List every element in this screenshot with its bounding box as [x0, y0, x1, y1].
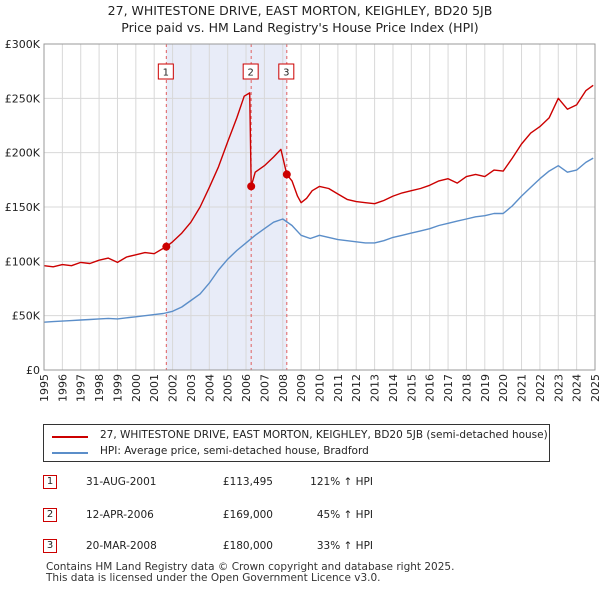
sale-date: 31-AUG-2001 [86, 476, 157, 488]
footer-license: This data is licensed under the Open Gov… [46, 572, 381, 584]
sale-marker-box [242, 63, 259, 80]
sale-point [282, 170, 291, 179]
x-tick-label: 2013 [369, 374, 382, 402]
x-tick-label: 2012 [350, 374, 363, 402]
sale-point [247, 182, 256, 191]
sale-row: 1 31-AUG-2001 £113,495 121% ↑ HPI [43, 475, 550, 493]
x-tick-label: 2023 [552, 374, 565, 402]
sale-hpi-change: 45% ↑ HPI [316, 509, 373, 521]
x-tick-label: 2010 [314, 374, 327, 402]
x-tick-label: 2016 [424, 374, 437, 402]
x-tick-label: 2004 [203, 374, 216, 402]
x-tick-label: 1996 [56, 374, 69, 402]
sale-marker-number: 1 [43, 475, 57, 489]
y-tick-label: £100K [5, 255, 41, 268]
x-tick-label: 2005 [222, 374, 235, 402]
x-tick-label: 2002 [167, 374, 180, 402]
x-tick-label: 1999 [111, 374, 124, 402]
x-tick-label: 2022 [534, 374, 547, 402]
sale-hpi-change: 33% ↑ HPI [316, 540, 373, 552]
sale-hpi-change: 121% ↑ HPI [310, 476, 373, 488]
y-tick-label: £50K [12, 310, 41, 323]
x-tick-label: 2009 [295, 374, 308, 402]
x-tick-label: 2025 [589, 374, 600, 402]
y-tick-label: £250K [5, 92, 41, 105]
sale-price: £180,000 [222, 540, 273, 552]
sale-marker-label: 2 [247, 68, 253, 79]
x-tick-label: 2024 [571, 374, 584, 402]
x-tick-label: 2019 [479, 374, 492, 402]
legend-label-price: 27, WHITESTONE DRIVE, EAST MORTON, KEIGH… [100, 429, 548, 441]
x-tick-label: 1997 [75, 374, 88, 402]
sale-date: 12-APR-2006 [86, 509, 154, 521]
x-tick-label: 2017 [442, 374, 455, 402]
legend-swatch-price [52, 436, 88, 438]
x-tick-label: 2014 [387, 374, 400, 402]
x-tick-label: 2021 [516, 374, 529, 402]
x-tick-label: 2018 [460, 374, 473, 402]
sale-price: £169,000 [222, 509, 273, 521]
chart-title: 27, WHITESTONE DRIVE, EAST MORTON, KEIGH… [107, 3, 493, 18]
x-tick-label: 1998 [93, 374, 106, 402]
x-tick-label: 2008 [277, 374, 290, 402]
price-chart: 1 2 3 £0 £50K £100K £150K £200K £250K £300K 1995 19… [5, 38, 600, 402]
y-tick-label: £150K [5, 201, 41, 214]
sale-marker-number: 3 [43, 539, 57, 553]
sale-marker-label: 3 [283, 68, 289, 79]
sale-price: £113,495 [222, 476, 273, 488]
sale-marker-number: 2 [43, 508, 57, 522]
chart-subtitle: Price paid vs. HM Land Registry's House … [121, 20, 479, 35]
hpi-line [43, 157, 594, 323]
footer-copyright: Contains HM Land Registry data © Crown c… [46, 561, 455, 573]
x-tick-label: 2003 [185, 374, 198, 402]
y-tick-label: £300K [5, 38, 41, 51]
sale-marker-box [278, 63, 295, 80]
x-tick-label: 2007 [258, 374, 271, 402]
legend-label-hpi: HPI: Average price, semi-detached house,… [100, 445, 369, 457]
plot-frame [43, 43, 596, 371]
x-tick-label: 2015 [405, 374, 418, 402]
sale-date: 20-MAR-2008 [86, 540, 157, 552]
sale-marker-box [157, 63, 174, 80]
x-tick-label: 2011 [332, 374, 345, 402]
x-tick-label: 2000 [130, 374, 143, 402]
sale-row: 2 12-APR-2006 £169,000 45% ↑ HPI [43, 508, 550, 526]
x-tick-label: 1995 [38, 374, 51, 402]
sale-marker-label: 1 [163, 68, 169, 79]
sale-point [162, 242, 171, 251]
y-tick-label: £200K [5, 147, 41, 160]
x-tick-label: 2001 [148, 374, 161, 402]
price-paid-line [43, 84, 594, 268]
sale-row: 3 20-MAR-2008 £180,000 33% ↑ HPI [43, 539, 550, 557]
legend: 27, WHITESTONE DRIVE, EAST MORTON, KEIGH… [43, 424, 550, 462]
x-tick-label: 2006 [240, 374, 253, 402]
y-tick-label: £0 [26, 364, 40, 377]
legend-swatch-hpi [52, 452, 88, 454]
x-tick-label: 2020 [497, 374, 510, 402]
